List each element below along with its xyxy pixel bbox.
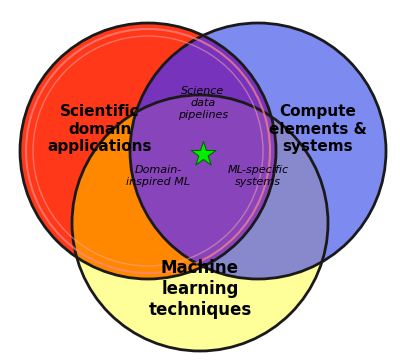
Circle shape [72,95,328,351]
Text: Science
data
pipelines: Science data pipelines [178,86,228,119]
Circle shape [20,23,276,279]
Text: ML-specific
systems: ML-specific systems [228,165,288,187]
Polygon shape [130,35,276,266]
Text: Domain-
inspired ML: Domain- inspired ML [126,165,190,187]
Circle shape [130,23,386,279]
Polygon shape [130,95,328,279]
Polygon shape [130,95,276,266]
Text: Scientific
domain
applications: Scientific domain applications [48,104,152,154]
Point [200,151,206,157]
Polygon shape [72,95,276,279]
Text: Compute
elements &
systems: Compute elements & systems [269,104,367,154]
Text: Machine
learning
techniques: Machine learning techniques [148,259,252,319]
